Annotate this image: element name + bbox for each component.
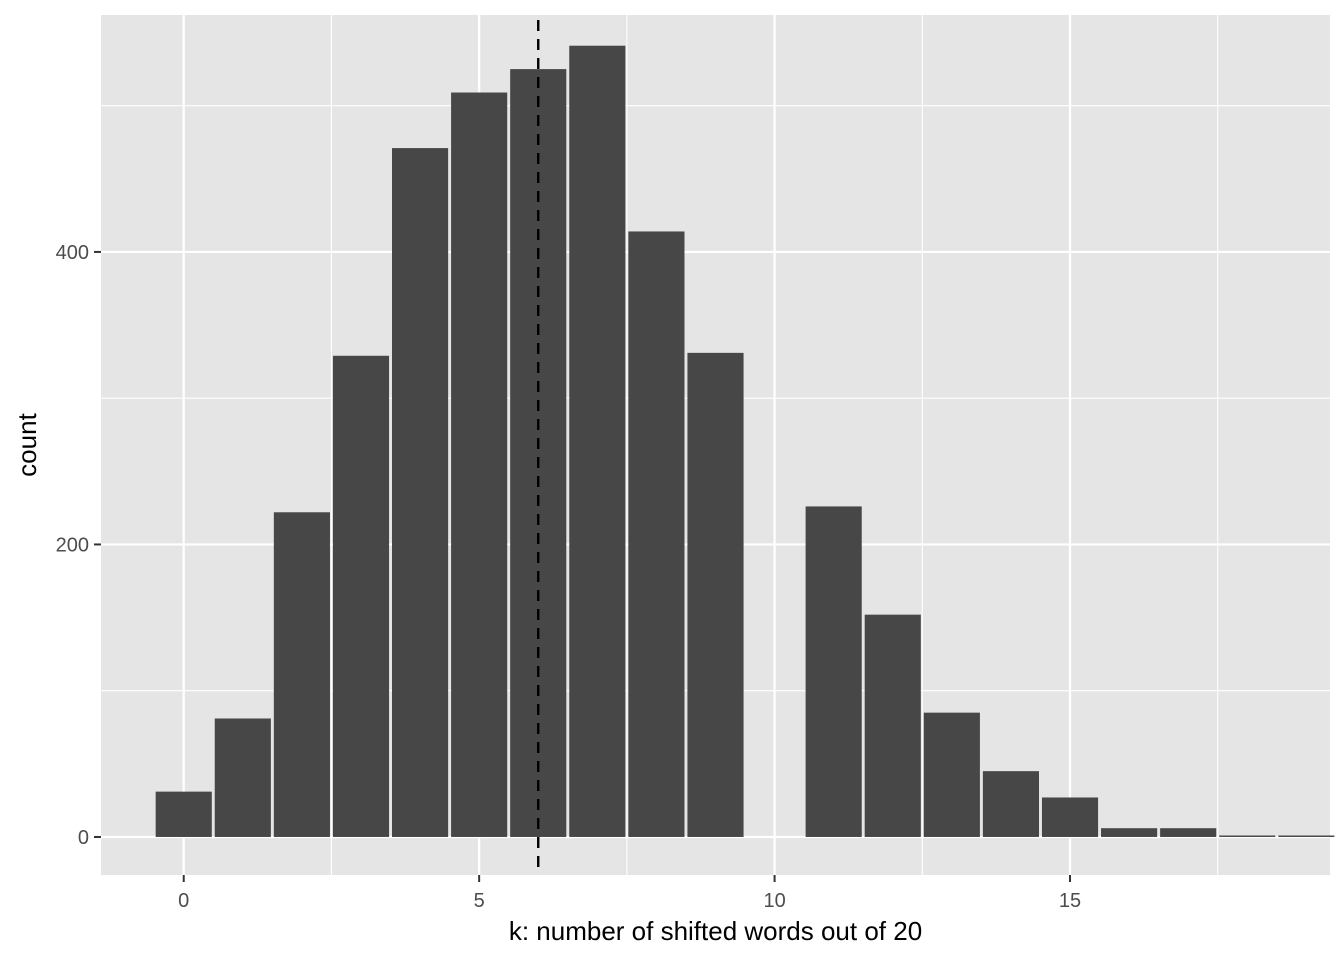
histogram-bar <box>687 352 744 837</box>
histogram-bar <box>1041 797 1099 837</box>
histogram-bar <box>273 512 330 837</box>
histogram-bar <box>451 92 508 837</box>
histogram-bar <box>332 355 390 837</box>
x-tick-label: 0 <box>178 890 189 912</box>
x-tick-label: 10 <box>763 890 785 912</box>
x-tick-label: 15 <box>1059 890 1081 912</box>
histogram-bar <box>392 148 449 837</box>
y-tick-label: 0 <box>78 827 89 849</box>
x-axis-title: k: number of shifted words out of 20 <box>509 916 922 946</box>
histogram-bar <box>214 718 271 837</box>
histogram-bar <box>1219 835 1276 837</box>
axis-ticks <box>94 250 1072 882</box>
y-axis-tick-labels: 0 200 400 <box>56 242 89 849</box>
histogram-bar <box>805 506 862 837</box>
histogram-bar <box>1278 835 1335 837</box>
histogram-bar <box>155 791 212 837</box>
y-axis-title: count <box>12 412 42 476</box>
x-axis-tick-labels: 0 5 10 15 <box>178 890 1081 912</box>
histogram-bar <box>923 712 980 837</box>
x-tick-label: 5 <box>474 890 485 912</box>
histogram-bar <box>628 231 685 837</box>
histogram-bar <box>510 69 567 837</box>
y-tick-label: 200 <box>56 534 89 556</box>
histogram-bar <box>569 45 626 837</box>
histogram-bar <box>1101 828 1158 837</box>
histogram-bar <box>982 771 1039 837</box>
histogram-bars <box>155 45 1335 837</box>
histogram-bar <box>864 614 921 837</box>
histogram-bar <box>1160 828 1217 837</box>
y-tick-label: 400 <box>56 242 89 264</box>
